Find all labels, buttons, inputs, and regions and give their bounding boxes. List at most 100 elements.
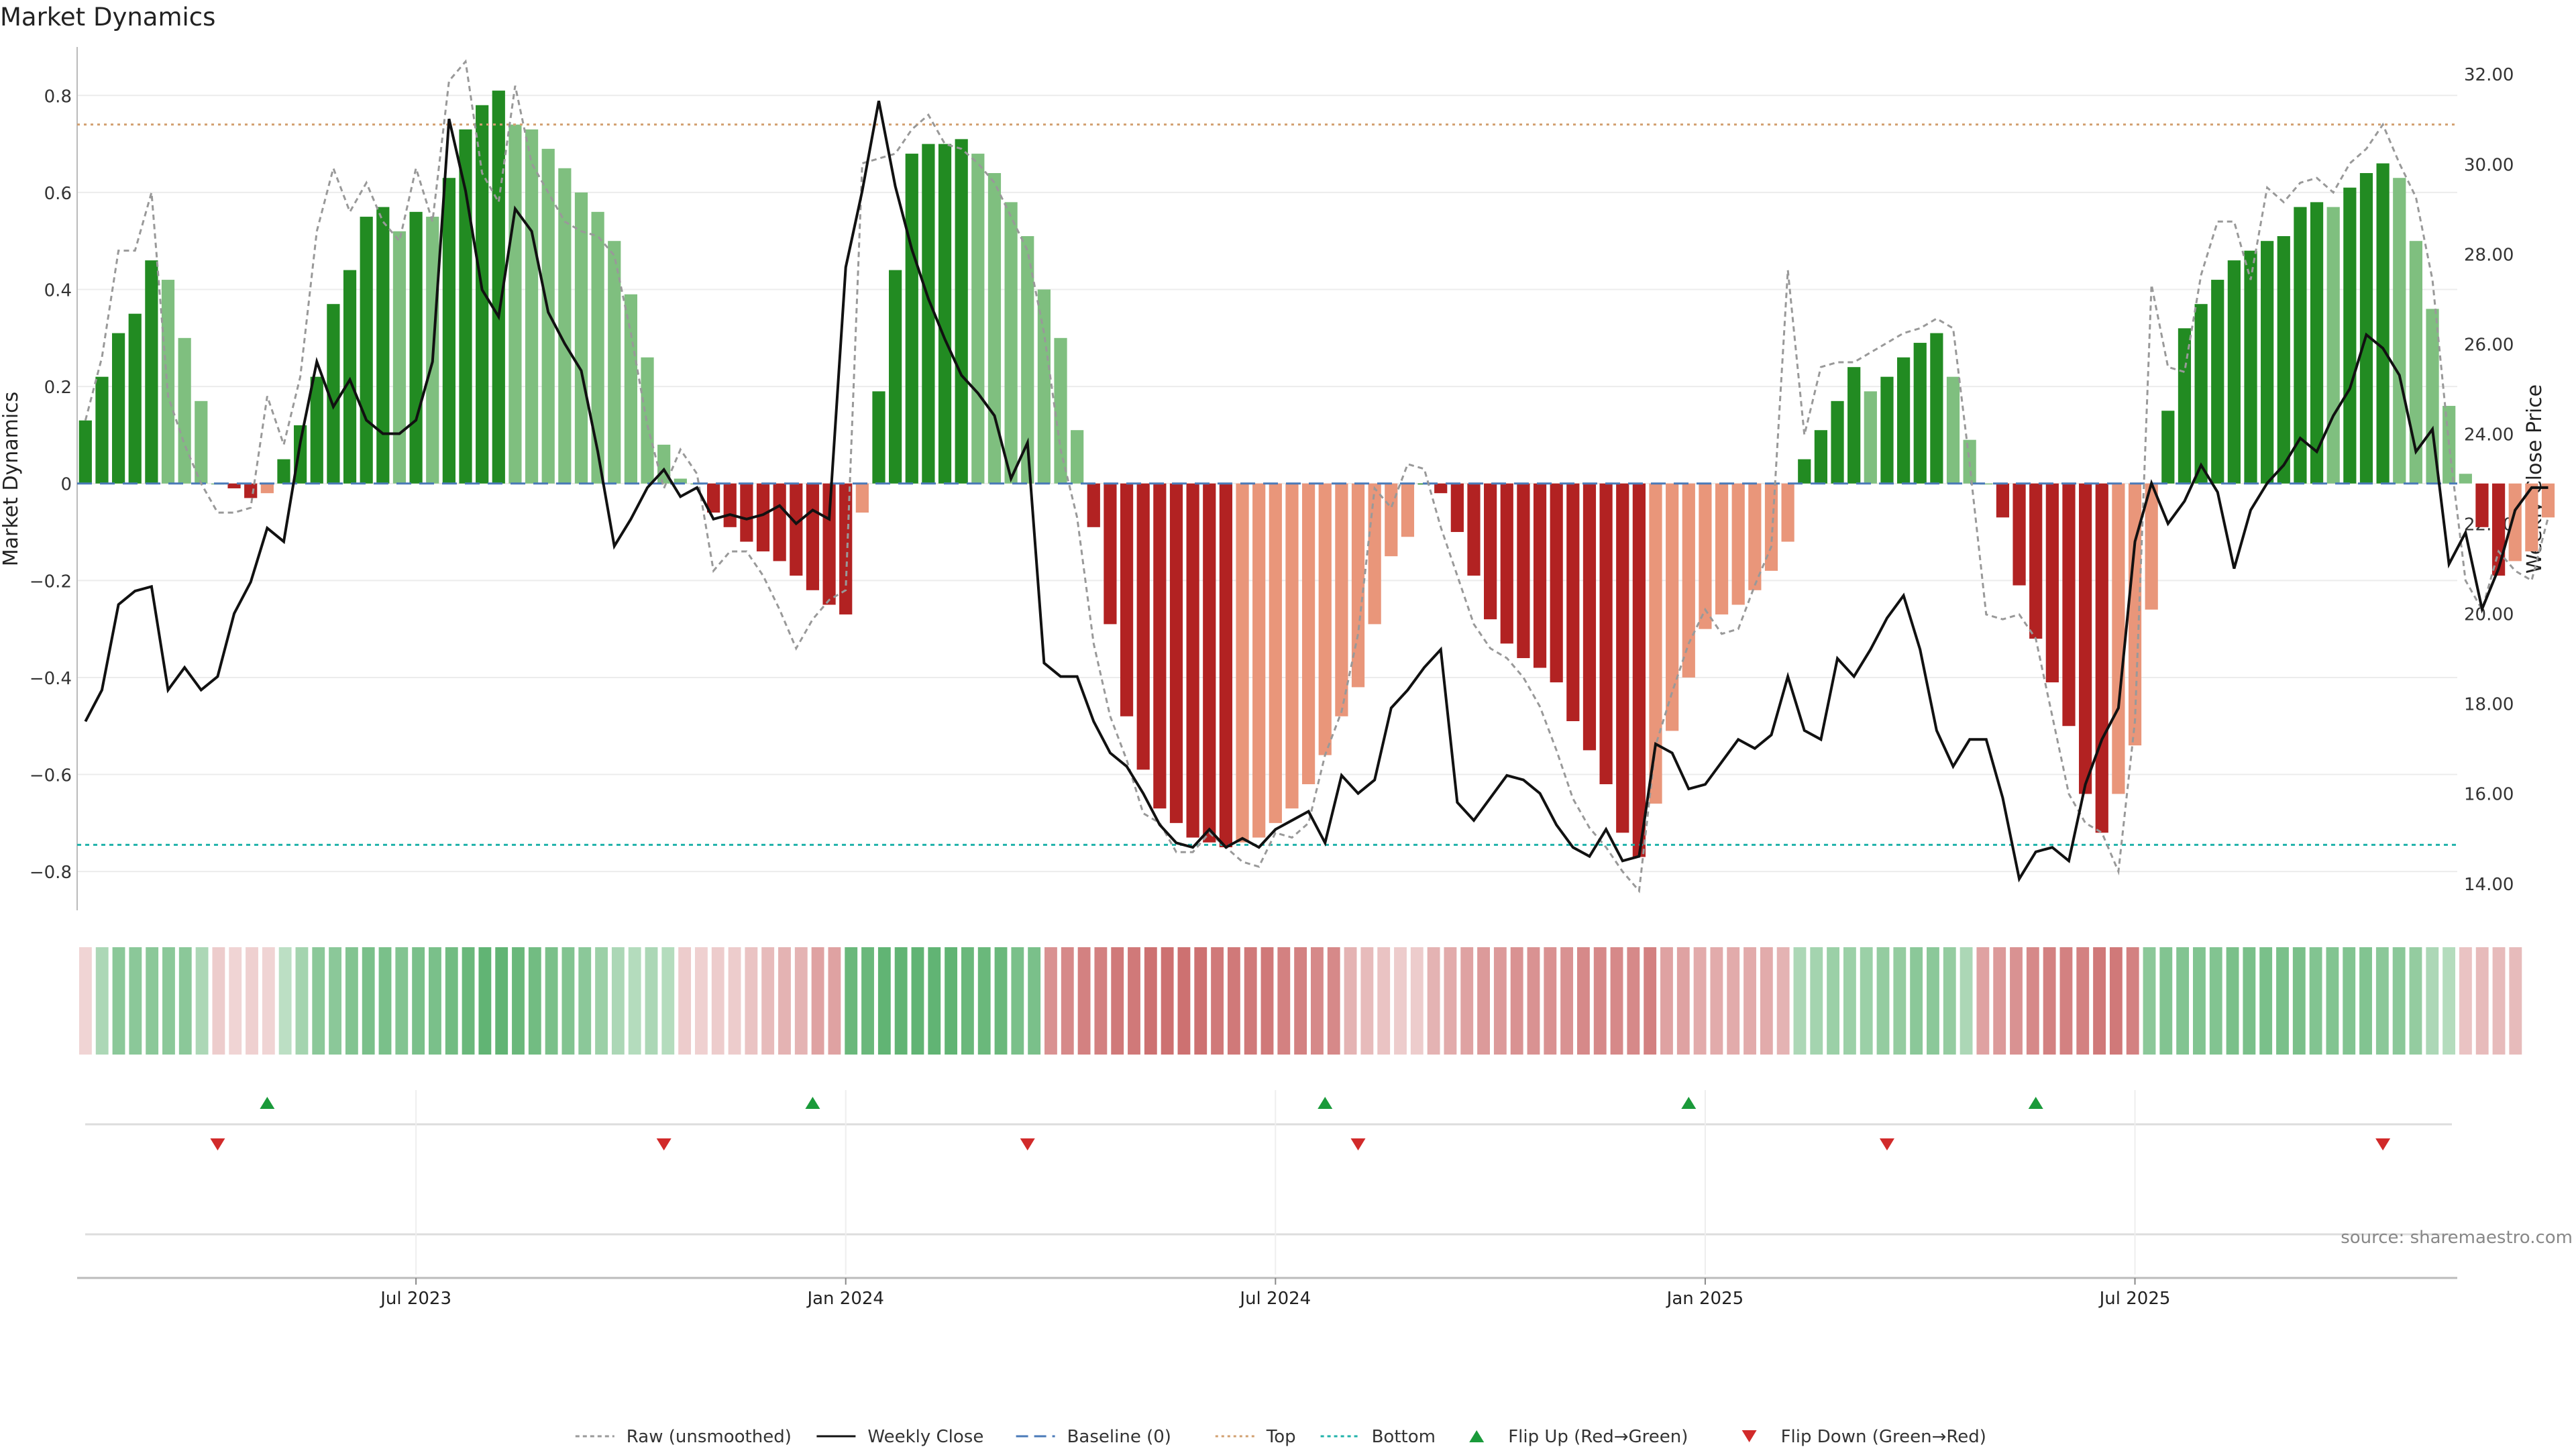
dynamics-bar bbox=[95, 376, 109, 484]
heat-cell bbox=[811, 947, 824, 1055]
x-tick-label: Jul 2025 bbox=[2098, 1289, 2171, 1309]
dynamics-bar bbox=[1550, 483, 1563, 683]
y2-tick-label: 28.00 bbox=[2464, 245, 2514, 265]
heat-cell bbox=[1927, 947, 1939, 1055]
dynamics-bar bbox=[2095, 483, 2108, 833]
heat-cell bbox=[462, 947, 475, 1055]
dynamics-bar bbox=[360, 217, 373, 484]
heat-cell bbox=[1993, 947, 2006, 1055]
dynamics-bar bbox=[1219, 483, 1233, 848]
heat-cell bbox=[1128, 947, 1140, 1055]
dynamics-bar bbox=[872, 391, 885, 484]
dynamics-bar bbox=[674, 478, 687, 484]
heat-cell bbox=[195, 947, 209, 1055]
dynamics-bar bbox=[1946, 376, 1960, 484]
heat-cell bbox=[645, 947, 658, 1055]
heat-cell bbox=[728, 947, 741, 1055]
heat-cell bbox=[1244, 947, 1257, 1055]
y-tick-label: −0.2 bbox=[30, 572, 72, 592]
dynamics-bar bbox=[1980, 483, 1993, 485]
y2-tick-label: 32.00 bbox=[2464, 65, 2514, 85]
heat-cell bbox=[1693, 947, 1707, 1055]
dynamics-bar bbox=[409, 211, 423, 484]
raw-series-line bbox=[84, 59, 2549, 894]
dynamics-bar bbox=[2294, 207, 2307, 484]
dynamics-bar bbox=[525, 129, 539, 484]
dynamics-bar bbox=[2112, 483, 2125, 794]
dynamics-bar bbox=[1203, 483, 1216, 843]
dynamics-bar bbox=[260, 483, 274, 494]
heat-cell bbox=[1876, 947, 1890, 1055]
dynamics-bar bbox=[1285, 483, 1299, 809]
dynamics-bar bbox=[1896, 357, 1911, 484]
flip-down-marker bbox=[1879, 1138, 1894, 1150]
legend-raw: Raw (unsmoothed) bbox=[575, 1427, 792, 1447]
dynamics-bar bbox=[128, 313, 142, 484]
heat-cell bbox=[1610, 947, 1623, 1055]
y-tick-label: −0.8 bbox=[30, 863, 72, 883]
dynamics-bar bbox=[2359, 172, 2373, 484]
dynamics-bar bbox=[1847, 367, 1861, 484]
heat-cell bbox=[1793, 947, 1807, 1055]
flip-down-marker bbox=[656, 1138, 672, 1150]
heat-cell bbox=[1493, 947, 1507, 1055]
heat-cell bbox=[2143, 947, 2156, 1055]
heat-cell bbox=[212, 947, 225, 1055]
heat-cell bbox=[2443, 947, 2456, 1055]
dynamics-bar bbox=[1599, 483, 1613, 785]
heat-cell bbox=[1544, 947, 1557, 1055]
dynamics-bar bbox=[1566, 483, 1580, 722]
heat-cell bbox=[229, 947, 242, 1055]
heat-cell bbox=[429, 947, 441, 1055]
dynamics-bar bbox=[706, 483, 720, 513]
dynamics-bar bbox=[376, 207, 390, 484]
dynamics-bar bbox=[1169, 483, 1183, 823]
dynamics-bar bbox=[111, 333, 125, 484]
heat-cell bbox=[2109, 947, 2123, 1055]
heat-cell bbox=[2076, 947, 2090, 1055]
dynamics-bar bbox=[1484, 483, 1497, 620]
dynamics-bar bbox=[971, 154, 985, 484]
heat-cell bbox=[2409, 947, 2422, 1055]
y-tick-label: −0.6 bbox=[30, 766, 72, 786]
dynamics-bar bbox=[1582, 483, 1597, 751]
dynamics-bar bbox=[591, 211, 604, 484]
heat-cell bbox=[162, 947, 175, 1055]
dynamics-bar bbox=[608, 241, 621, 484]
heat-cell bbox=[1161, 947, 1174, 1055]
dynamics-bar bbox=[2491, 483, 2506, 576]
dynamics-bar bbox=[1450, 483, 1464, 533]
heat-cell bbox=[1260, 947, 1274, 1055]
dynamics-bar bbox=[740, 483, 753, 542]
y2-tick-label: 14.00 bbox=[2464, 875, 2514, 895]
heat-cell bbox=[1394, 947, 1407, 1055]
heat-cell bbox=[345, 947, 358, 1055]
dynamics-bar bbox=[1120, 483, 1134, 716]
heat-cell bbox=[2243, 947, 2256, 1055]
heat-cell bbox=[1028, 947, 1041, 1055]
heat-cell bbox=[2043, 947, 2056, 1055]
dynamics-bar bbox=[1996, 483, 2010, 518]
heat-cell bbox=[378, 947, 392, 1055]
heat-cell bbox=[1810, 947, 1823, 1055]
dynamics-bar bbox=[2227, 260, 2241, 484]
heat-cell bbox=[561, 947, 575, 1055]
dynamics-bar bbox=[145, 260, 158, 484]
dynamics-bar bbox=[1434, 483, 1448, 494]
heat-cell bbox=[1960, 947, 1973, 1055]
legend-bottom-label: Bottom bbox=[1372, 1427, 1436, 1447]
legend-bottom: Bottom bbox=[1320, 1427, 1436, 1447]
legend-flip-up: Flip Up (Red→Green) bbox=[1469, 1427, 1688, 1447]
heat-cell bbox=[761, 947, 775, 1055]
heat-cell bbox=[1910, 947, 1923, 1055]
dynamics-bar bbox=[1798, 459, 1811, 484]
dynamics-bar bbox=[1666, 483, 1679, 731]
dynamics-bar bbox=[1252, 483, 1266, 838]
dynamics-bar bbox=[822, 483, 836, 605]
heat-cell bbox=[1660, 947, 1673, 1055]
dynamics-bar bbox=[2244, 250, 2257, 484]
legend-top: Top bbox=[1215, 1427, 1296, 1447]
heat-cell bbox=[1560, 947, 1574, 1055]
heat-cell bbox=[1311, 947, 1324, 1055]
